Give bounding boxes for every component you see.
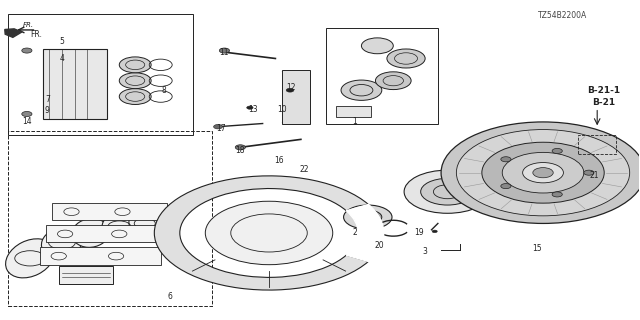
Text: 12: 12	[287, 83, 296, 92]
Ellipse shape	[42, 227, 83, 258]
Circle shape	[482, 142, 604, 203]
Wedge shape	[346, 204, 384, 261]
Text: 14: 14	[22, 117, 32, 126]
Bar	[578, 135, 616, 154]
Text: 17: 17	[216, 124, 226, 133]
Bar	[43, 49, 106, 119]
Circle shape	[584, 170, 594, 175]
Circle shape	[341, 80, 382, 100]
Circle shape	[441, 122, 640, 223]
Circle shape	[246, 106, 253, 109]
Bar	[52, 203, 167, 220]
Circle shape	[456, 130, 630, 216]
Text: 19: 19	[414, 228, 424, 237]
Text: 4: 4	[60, 54, 65, 63]
Circle shape	[119, 89, 151, 105]
Circle shape	[404, 170, 491, 213]
Ellipse shape	[6, 239, 54, 278]
Circle shape	[501, 184, 511, 189]
Bar	[59, 266, 113, 284]
Circle shape	[344, 205, 392, 229]
Circle shape	[354, 210, 382, 224]
Text: 6: 6	[168, 292, 173, 301]
Circle shape	[22, 48, 32, 53]
Wedge shape	[154, 176, 369, 290]
Bar	[326, 28, 438, 124]
Ellipse shape	[72, 219, 109, 247]
Circle shape	[502, 152, 584, 193]
Circle shape	[362, 38, 394, 54]
Text: 2: 2	[353, 228, 357, 237]
Text: 3: 3	[422, 247, 428, 257]
Circle shape	[376, 72, 411, 90]
Bar	[46, 225, 164, 243]
Text: 16: 16	[274, 156, 284, 164]
Text: 18: 18	[236, 146, 245, 155]
Text: 7: 7	[45, 95, 51, 104]
Bar	[8, 14, 193, 135]
Circle shape	[220, 48, 230, 53]
Bar	[336, 106, 371, 117]
Text: 10: 10	[277, 105, 287, 114]
Text: 13: 13	[248, 105, 258, 114]
Circle shape	[286, 88, 294, 92]
Circle shape	[214, 124, 223, 129]
Bar	[40, 247, 161, 265]
Circle shape	[236, 145, 246, 150]
Text: 22: 22	[300, 165, 310, 174]
Text: 21: 21	[589, 172, 599, 180]
Circle shape	[552, 148, 563, 154]
Ellipse shape	[102, 213, 136, 240]
Text: B-21: B-21	[592, 99, 615, 108]
Text: 11: 11	[220, 48, 229, 57]
Ellipse shape	[129, 210, 161, 237]
Text: 20: 20	[374, 241, 384, 250]
Text: FR.: FR.	[23, 22, 35, 28]
Circle shape	[523, 163, 563, 183]
Circle shape	[552, 192, 563, 197]
Circle shape	[420, 178, 474, 205]
Text: FR.: FR.	[30, 30, 42, 39]
Text: B-21-1: B-21-1	[587, 86, 620, 95]
Text: 1: 1	[353, 117, 357, 126]
Text: 5: 5	[60, 36, 65, 45]
Circle shape	[387, 49, 425, 68]
Text: 15: 15	[532, 244, 541, 253]
Circle shape	[205, 201, 333, 265]
Text: 9: 9	[45, 106, 50, 115]
Circle shape	[119, 73, 151, 89]
Text: 8: 8	[161, 86, 166, 95]
Circle shape	[22, 111, 32, 116]
Circle shape	[119, 57, 151, 73]
Bar	[282, 69, 310, 124]
Text: TZ54B2200A: TZ54B2200A	[538, 11, 587, 20]
Circle shape	[533, 168, 553, 178]
FancyArrow shape	[4, 29, 22, 37]
Circle shape	[432, 230, 437, 233]
Bar	[8, 132, 212, 306]
Circle shape	[501, 157, 511, 162]
